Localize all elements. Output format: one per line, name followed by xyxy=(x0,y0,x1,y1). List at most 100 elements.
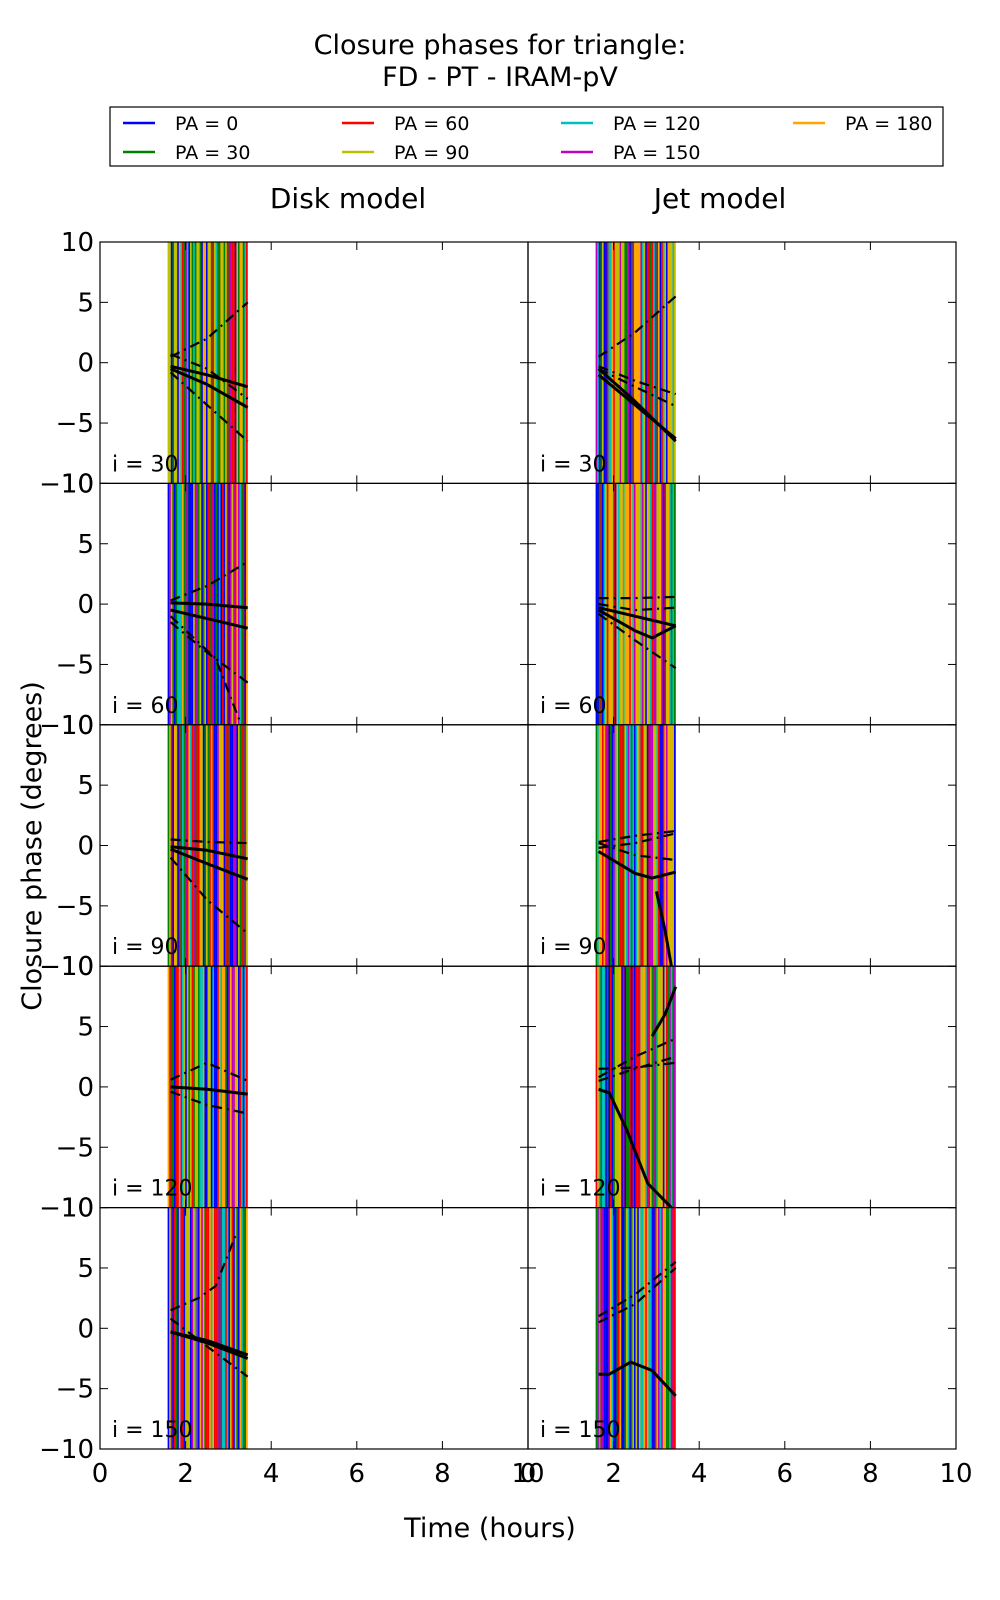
y-tick-label: 10 xyxy=(61,711,94,741)
closure-phase-curve xyxy=(598,1360,677,1397)
inclination-label: i = 150 xyxy=(540,1418,621,1443)
closure-phase-curve xyxy=(598,367,677,408)
closure-phase-curve xyxy=(598,606,677,628)
panel-plot-area xyxy=(595,724,677,967)
y-tick-label: 5 xyxy=(77,771,94,801)
legend-label: PA = 180 xyxy=(845,113,933,135)
closure-phase-curve xyxy=(170,364,249,389)
inclination-label: i = 30 xyxy=(540,452,607,477)
panel-disk-2: −10 −5 0 5 10 i = 90 xyxy=(39,711,529,982)
y-axis-label: Closure phase (degrees) xyxy=(17,681,48,1011)
closure-phase-curve xyxy=(169,621,249,684)
legend-label: PA = 60 xyxy=(394,113,469,135)
closure-phase-curve xyxy=(170,1330,249,1360)
closure-phase-curve xyxy=(170,608,249,630)
closure-phase-curve xyxy=(597,850,677,880)
y-tick-label: 0 xyxy=(77,349,94,379)
inclination-label: i = 90 xyxy=(112,935,179,960)
y-tick-label: 0 xyxy=(77,590,94,620)
panel-jet-1: i = 60 xyxy=(527,482,957,726)
closure-phase-curve xyxy=(598,842,676,862)
closure-phase-curve xyxy=(597,608,677,640)
inclination-label: i = 60 xyxy=(540,694,607,719)
x-tick-label: 10 xyxy=(939,1459,972,1489)
y-tick-label: 10 xyxy=(61,469,94,499)
panel-disk-3: −10 −5 0 5 10 i = 120 xyxy=(39,952,529,1224)
closure-phase-curve xyxy=(597,367,677,443)
x-tick-label: 8 xyxy=(434,1459,451,1489)
closure-phase-curve xyxy=(598,1055,677,1082)
closure-phase-curve xyxy=(170,1090,248,1115)
legend-label: PA = 120 xyxy=(613,113,701,135)
closure-phase-curve xyxy=(169,1317,249,1378)
legend-label: PA = 150 xyxy=(613,142,701,164)
panel-disk-1: −10 −5 0 5 10 i = 60 xyxy=(39,469,529,741)
panel-plot-area xyxy=(595,966,678,1208)
chart-subtitle: FD - PT - IRAM-pV xyxy=(382,62,618,93)
x-tick-label: 2 xyxy=(605,1459,622,1489)
y-tick-label: −5 xyxy=(56,409,94,439)
inclination-label: i = 120 xyxy=(112,1177,193,1202)
x-tick-label: 0 xyxy=(520,1459,537,1489)
y-tick-label: 0 xyxy=(77,1073,94,1103)
y-tick-label: 10 xyxy=(61,228,94,258)
closure-phase-curve xyxy=(170,1085,248,1096)
x-tick-label: 8 xyxy=(862,1459,879,1489)
inclination-label: i = 60 xyxy=(112,694,179,719)
panel-jet-0: i = 30 xyxy=(527,241,957,484)
closure-phase-curve xyxy=(170,367,249,409)
closure-phase-curve xyxy=(598,1037,677,1079)
x-tick-label: 0 xyxy=(92,1459,109,1489)
x-tick-label: 6 xyxy=(349,1459,366,1489)
closure-phase-curve xyxy=(169,371,249,443)
panel-plot-area xyxy=(167,1207,249,1449)
legend-label: PA = 30 xyxy=(175,142,250,164)
panel-frame xyxy=(527,1206,957,1450)
panel-frame xyxy=(527,965,957,1209)
closure-phase-curve xyxy=(650,986,678,1037)
y-tick-label: 5 xyxy=(77,1254,94,1284)
panel-plot-area xyxy=(167,966,249,1208)
panel-frame xyxy=(527,482,957,726)
closure-phase-curve xyxy=(170,847,249,881)
panel-frame xyxy=(99,1206,529,1450)
y-tick-label: 0 xyxy=(77,832,94,862)
legend-label: PA = 90 xyxy=(394,142,469,164)
y-tick-label: 10 xyxy=(61,952,94,982)
panel-plot-area xyxy=(167,724,249,967)
panel-plot-area xyxy=(595,1207,677,1449)
inclination-label: i = 150 xyxy=(112,1418,193,1443)
x-tick-label: 4 xyxy=(691,1459,708,1489)
panel-jet-4: 0 2 4 6 8 10 i = 150 xyxy=(520,1206,973,1489)
y-tick-label: −5 xyxy=(56,1375,94,1405)
x-tick-label: 6 xyxy=(777,1459,794,1489)
closure-phase-curve xyxy=(654,891,673,967)
inclination-label: i = 90 xyxy=(540,935,607,960)
y-tick-label: −5 xyxy=(56,1133,94,1163)
closure-phase-curve xyxy=(170,1061,249,1082)
inclination-label: i = 30 xyxy=(112,452,179,477)
legend-box xyxy=(109,106,944,167)
panel-plot-area xyxy=(595,242,677,484)
panel-plot-area xyxy=(167,483,249,725)
y-tick-label: −10 xyxy=(39,952,94,982)
closure-phase-curve xyxy=(170,1231,239,1312)
y-tick-label: −5 xyxy=(56,892,94,922)
panel-grid: −10 −5 0 5 10 i = 30 i = 30 −10 −5 0 5 10 i = 60 i = … xyxy=(39,228,972,1489)
panel-plot-area xyxy=(167,242,249,484)
legend: PA = 0 PA = 30 PA = 60 PA = 90 PA = 120 PA = … xyxy=(109,106,944,167)
panel-disk-0: −10 −5 0 5 10 i = 30 xyxy=(39,228,529,499)
panel-plot-area xyxy=(595,483,677,725)
closure-phase-curve xyxy=(170,601,248,610)
y-tick-label: −10 xyxy=(39,469,94,499)
legend-label: PA = 0 xyxy=(175,113,238,135)
x-tick-label: 10 xyxy=(511,1459,544,1489)
panel-frame xyxy=(99,965,529,1209)
y-tick-label: −10 xyxy=(39,1194,94,1224)
y-tick-label: −5 xyxy=(56,650,94,680)
closure-phase-curve xyxy=(170,353,249,400)
panel-frame xyxy=(99,482,529,726)
